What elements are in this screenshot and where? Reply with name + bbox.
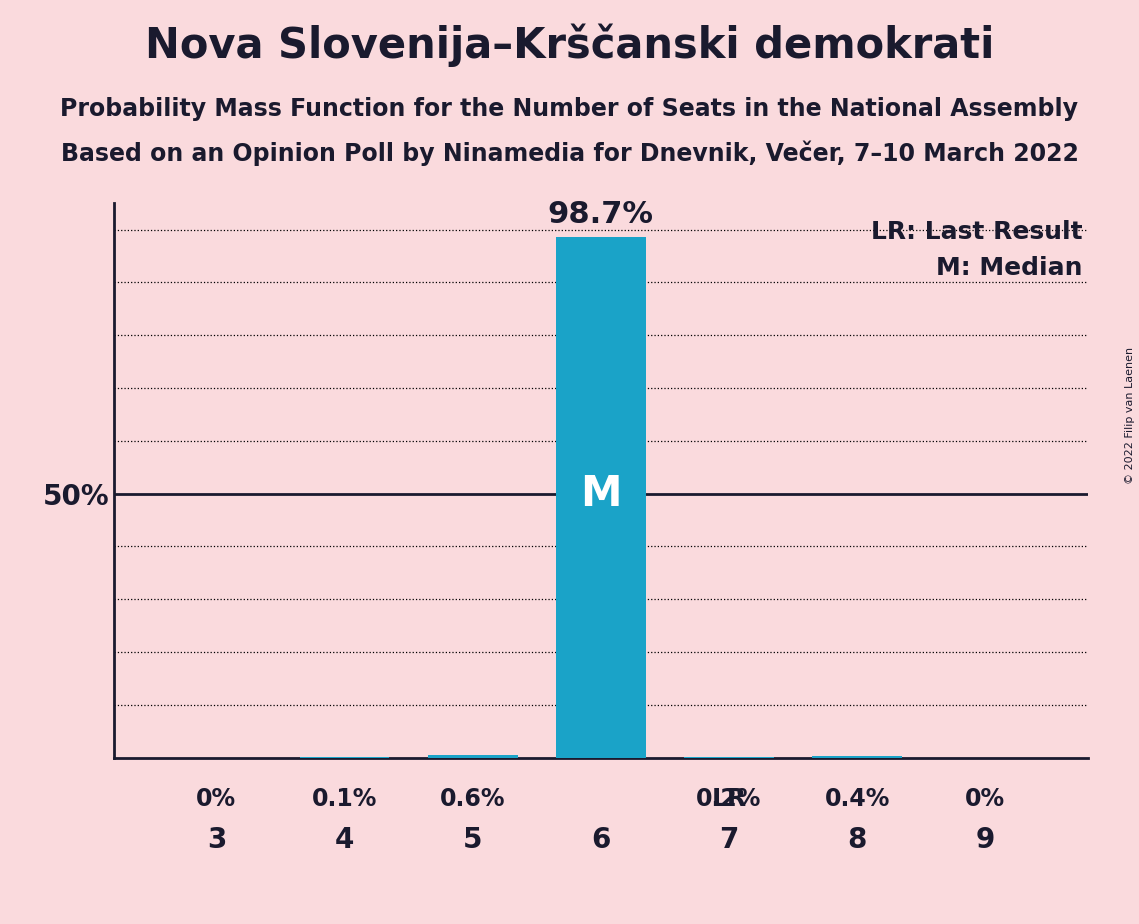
Text: 0%: 0% bbox=[965, 786, 1006, 810]
Text: 0.2%: 0.2% bbox=[696, 786, 762, 810]
Text: LR: LR bbox=[712, 786, 746, 810]
Text: 0.4%: 0.4% bbox=[825, 786, 890, 810]
Text: Nova Slovenija–Krščanski demokrati: Nova Slovenija–Krščanski demokrati bbox=[145, 23, 994, 67]
Text: 8: 8 bbox=[847, 826, 867, 855]
Text: 3: 3 bbox=[206, 826, 227, 855]
Text: LR: Last Result: LR: Last Result bbox=[871, 220, 1083, 244]
Bar bbox=[556, 237, 646, 758]
Bar bbox=[428, 755, 517, 758]
Text: Based on an Opinion Poll by Ninamedia for Dnevnik, Večer, 7–10 March 2022: Based on an Opinion Poll by Ninamedia fo… bbox=[60, 140, 1079, 166]
Text: 4: 4 bbox=[335, 826, 354, 855]
Bar bbox=[812, 756, 902, 758]
Text: 0.1%: 0.1% bbox=[312, 786, 377, 810]
Text: M: Median: M: Median bbox=[936, 256, 1083, 280]
Text: © 2022 Filip van Laenen: © 2022 Filip van Laenen bbox=[1125, 347, 1134, 484]
Text: 7: 7 bbox=[719, 826, 739, 855]
Text: 9: 9 bbox=[976, 826, 994, 855]
Text: M: M bbox=[580, 473, 622, 515]
Text: 5: 5 bbox=[462, 826, 483, 855]
Text: 6: 6 bbox=[591, 826, 611, 855]
Text: 0.6%: 0.6% bbox=[440, 786, 506, 810]
Bar bbox=[685, 757, 773, 758]
Text: 98.7%: 98.7% bbox=[548, 200, 654, 228]
Text: 0%: 0% bbox=[196, 786, 237, 810]
Text: Probability Mass Function for the Number of Seats in the National Assembly: Probability Mass Function for the Number… bbox=[60, 97, 1079, 121]
